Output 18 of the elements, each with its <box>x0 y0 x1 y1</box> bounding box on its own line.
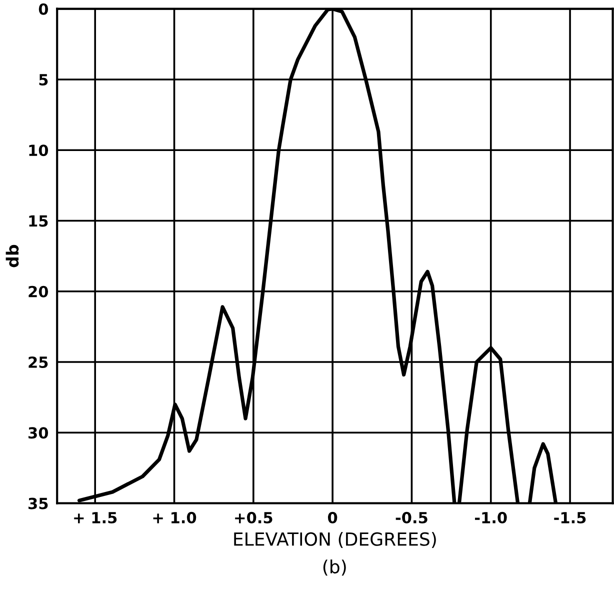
x-tick-label: + 1.5 <box>74 512 117 524</box>
x-tick-label: -1.0 <box>475 512 507 524</box>
y-tick-label: 30 <box>28 427 48 439</box>
text: (b) <box>323 560 346 576</box>
y-tick-label: 35 <box>28 498 48 510</box>
y-tick-label: 20 <box>28 286 48 298</box>
x-tick-label: 0 <box>328 512 338 524</box>
x-tick-label: -0.5 <box>396 512 428 524</box>
y-tick-label: 0 <box>38 3 48 15</box>
x-tick-label: + 1.0 <box>153 512 196 524</box>
y-tick-label: 10 <box>29 144 48 156</box>
y-axis-title: db <box>6 244 19 268</box>
x-tick-label: -1.5 <box>554 512 586 524</box>
y-tick-label: 25 <box>28 356 48 368</box>
x-axis-title: ELEVATION (DEGREES) <box>234 532 436 548</box>
y-tick-label: 15 <box>29 215 48 227</box>
y-tick-label: 5 <box>39 74 48 86</box>
x-tick-label: +0.5 <box>235 512 272 524</box>
